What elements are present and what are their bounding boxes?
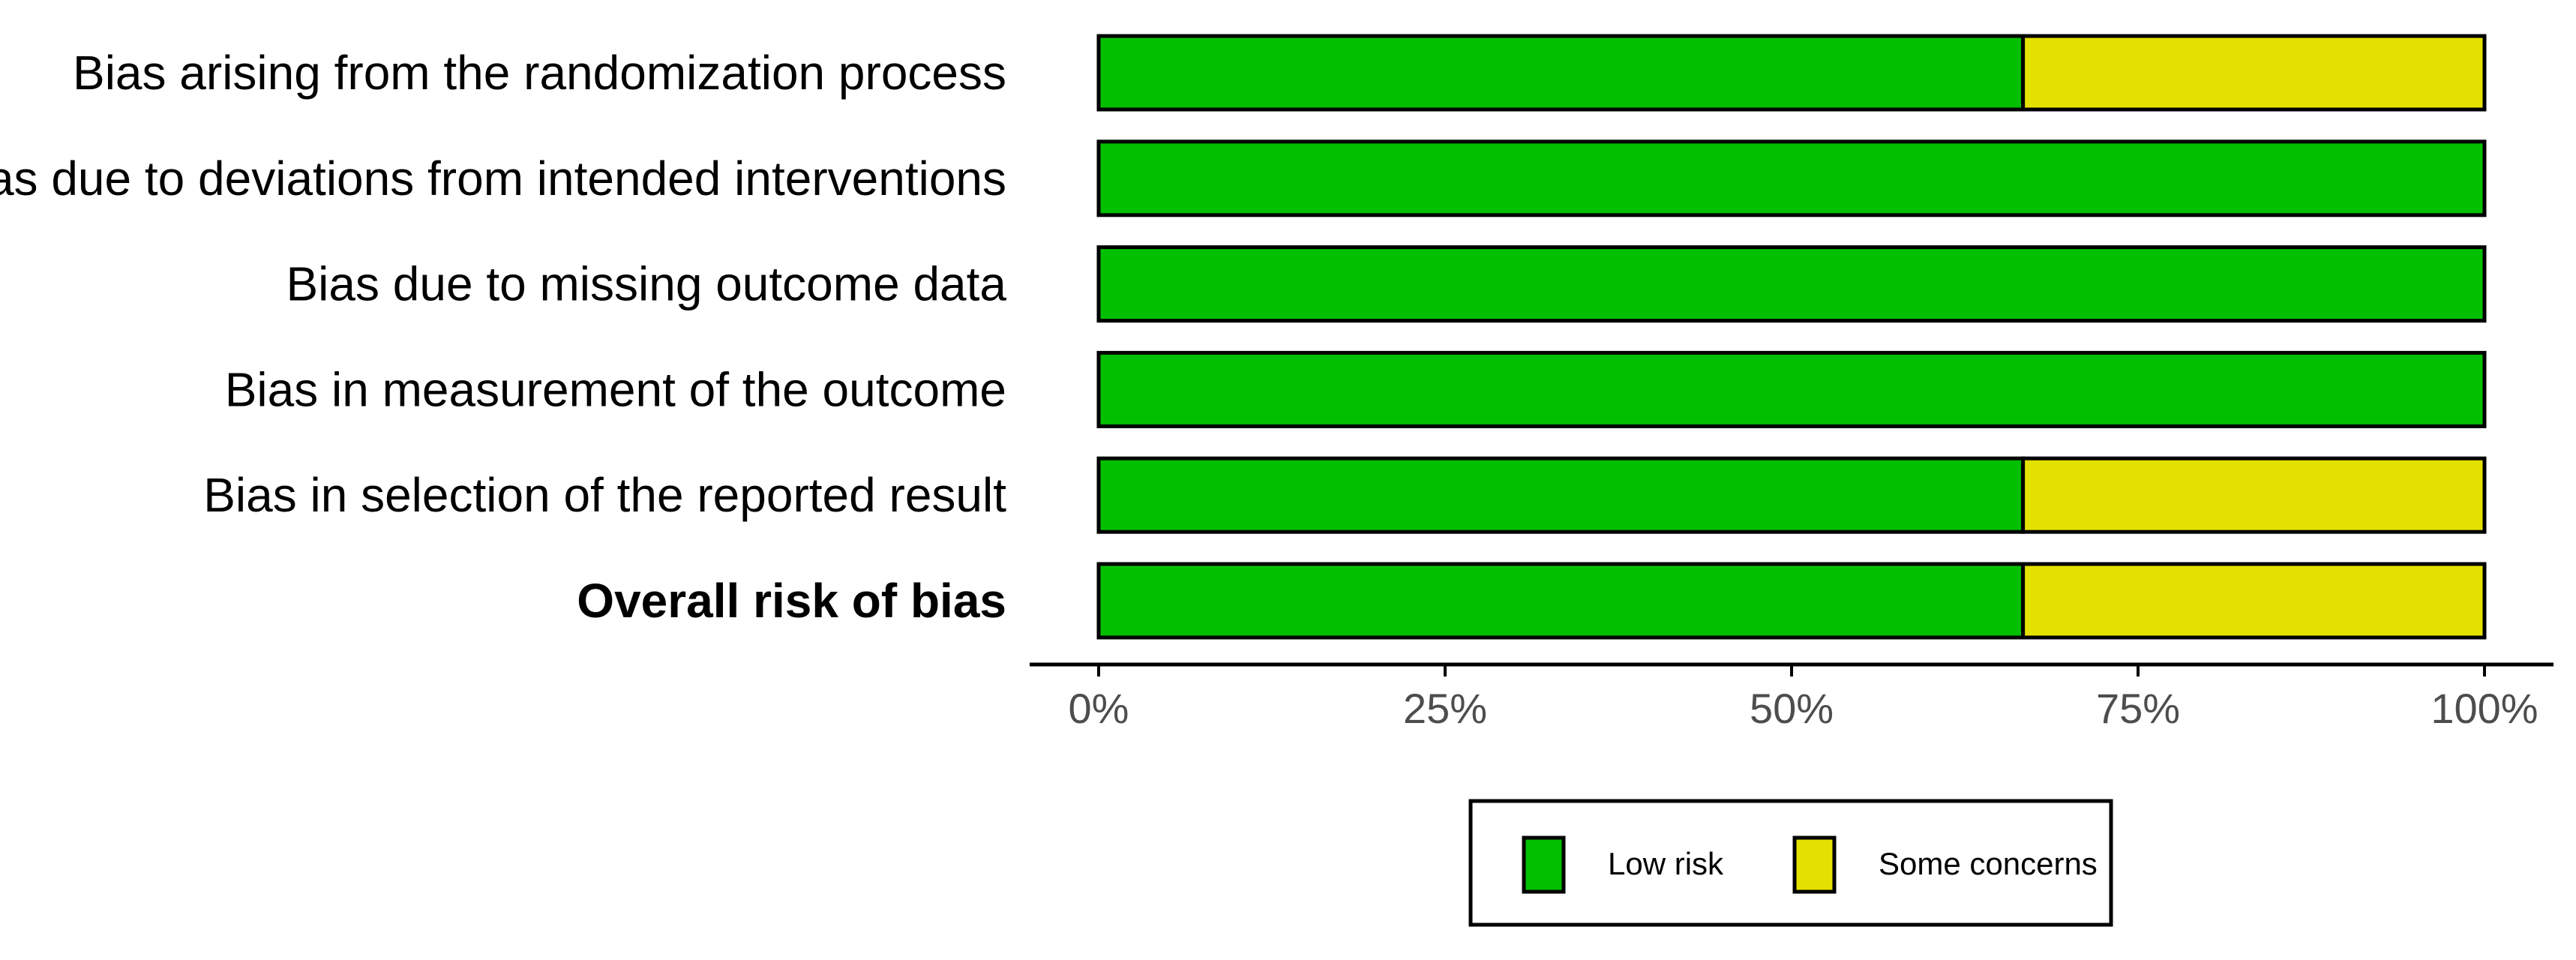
bar-segment-some-concerns (2021, 562, 2487, 640)
x-axis: 0% 25% 50% 75% 100% (1030, 662, 2554, 732)
bar-row-overall-risk-of-bias (1096, 562, 2487, 640)
legend: Low risk Some concerns (1468, 799, 2113, 927)
category-label: Bias due to deviations from intended int… (0, 152, 1006, 206)
category-label: Bias in measurement of the outcome (225, 362, 1006, 416)
category-label: Bias due to missing outcome data (286, 257, 1006, 311)
bar-row-bias-in-measurement-of-the-outcome (1096, 350, 2487, 428)
x-tick-label: 100% (2431, 685, 2538, 732)
bar-segment-low-risk (1096, 245, 2487, 323)
bar-segment-low-risk (1096, 562, 2026, 640)
legend-key (1792, 836, 1837, 894)
bar-segment-low-risk (1096, 350, 2487, 428)
legend-item-low-risk: Low risk (1522, 836, 1724, 894)
x-tick-label: 25% (1403, 685, 1487, 732)
legend-label: Some concerns (1879, 846, 2098, 881)
bars-layer (1096, 34, 2487, 640)
legend-key (1522, 836, 1566, 894)
x-tick-label: 75% (2096, 685, 2180, 732)
bar-segment-low-risk (1096, 140, 2487, 218)
category-label: Bias in selection of the reported result (203, 468, 1006, 522)
bar-row-bias-in-selection-of-the-reported-result (1096, 456, 2487, 534)
bar-segment-low-risk (1096, 34, 2026, 112)
x-tick-label: 50% (1750, 685, 1834, 732)
legend-label: Low risk (1608, 846, 1724, 881)
x-tick-label: 0% (1069, 685, 1129, 732)
category-label: Bias arising from the randomization proc… (73, 46, 1006, 100)
bar-row-bias-due-to-missing-outcome-data (1096, 245, 2487, 323)
bar-segment-some-concerns (2021, 34, 2487, 112)
category-label: Overall risk of bias (577, 574, 1006, 628)
bar-segment-low-risk (1096, 456, 2026, 534)
legend-item-some-concerns: Some concerns (1792, 836, 2098, 894)
bar-row-bias-due-to-deviations-from-intended-interventions (1096, 140, 2487, 218)
bar-segment-some-concerns (2021, 456, 2487, 534)
category-labels: Bias arising from the randomization proc… (0, 46, 1006, 628)
legend-box (1468, 799, 2113, 927)
bar-row-bias-arising-from-the-randomization-process (1096, 34, 2487, 112)
